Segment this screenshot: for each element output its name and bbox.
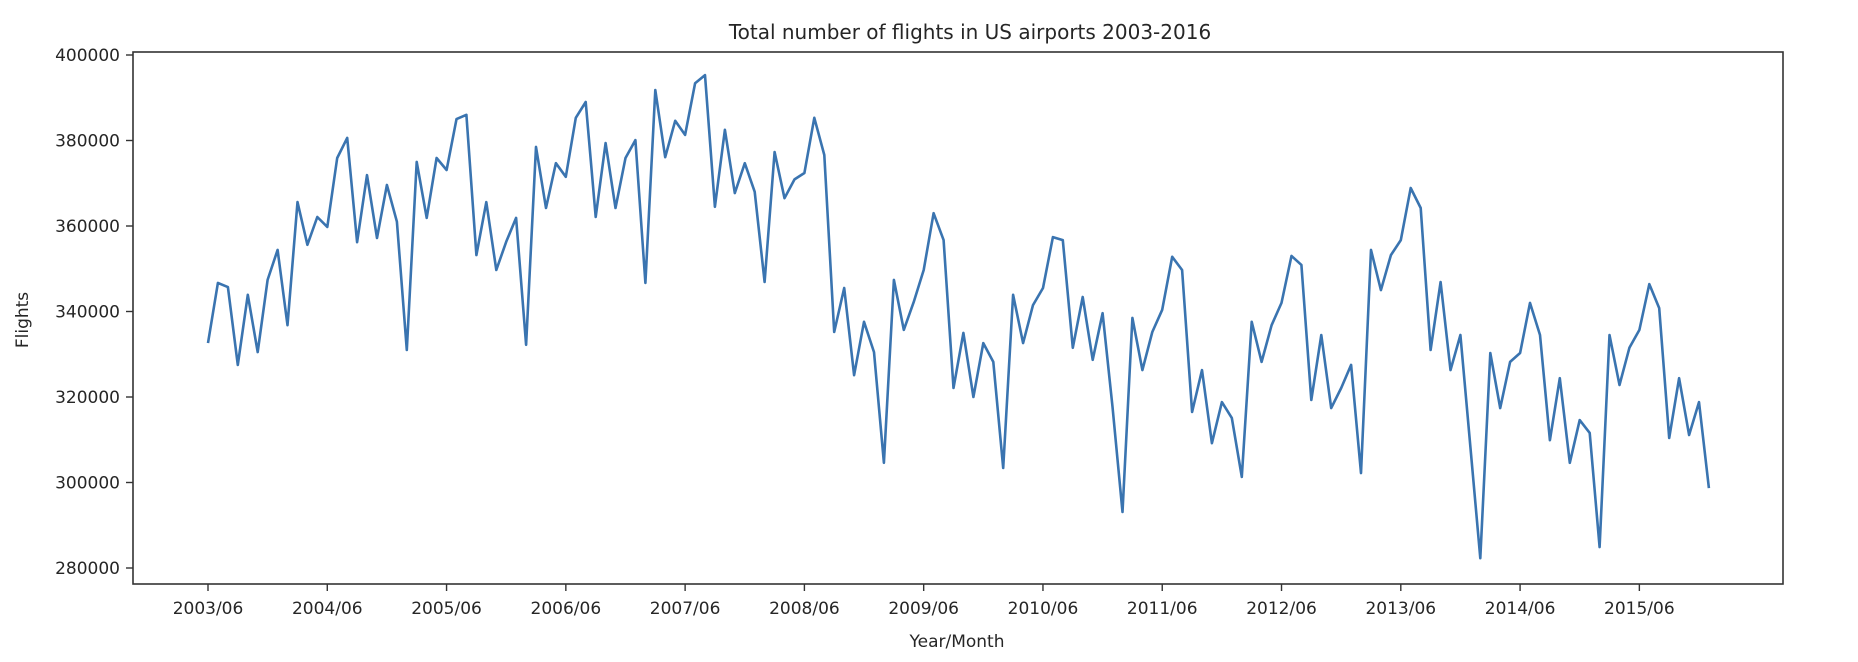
x-tick-label: 2008/06 — [769, 599, 840, 619]
y-tick-label: 300000 — [55, 474, 120, 494]
chart-title: Total number of flights in US airports 2… — [728, 20, 1211, 44]
y-tick-label: 280000 — [55, 559, 120, 579]
y-tick-label: 380000 — [55, 132, 120, 152]
x-tick-label: 2004/06 — [292, 599, 363, 619]
x-tick-label: 2013/06 — [1365, 599, 1436, 619]
x-tick-label: 2009/06 — [888, 599, 959, 619]
x-tick-label: 2012/06 — [1246, 599, 1317, 619]
x-tick-label: 2010/06 — [1008, 599, 1079, 619]
x-tick-label: 2005/06 — [411, 599, 482, 619]
flights-series-line — [206, 73, 1711, 560]
y-axis: 280000 300000 320000 340000 360000 380000 4000… — [55, 46, 133, 579]
x-tick-label: 2015/06 — [1604, 599, 1675, 619]
x-tick-label: 2003/06 — [173, 599, 244, 619]
x-axis: 2003/06 2004/06 2005/06 2006/06 2007/06 2008/… — [173, 584, 1675, 619]
y-axis-label: Flights — [13, 292, 33, 348]
x-tick-label: 2006/06 — [531, 599, 602, 619]
x-tick-label: 2007/06 — [650, 599, 721, 619]
y-tick-label: 320000 — [55, 388, 120, 408]
y-tick-label: 360000 — [55, 217, 120, 237]
plot-area — [132, 51, 1784, 585]
y-tick-label: 400000 — [55, 46, 120, 66]
x-tick-label: 2014/06 — [1485, 599, 1556, 619]
y-tick-label: 340000 — [55, 303, 120, 323]
x-tick-label: 2011/06 — [1127, 599, 1198, 619]
x-axis-label: Year/Month — [908, 632, 1004, 652]
